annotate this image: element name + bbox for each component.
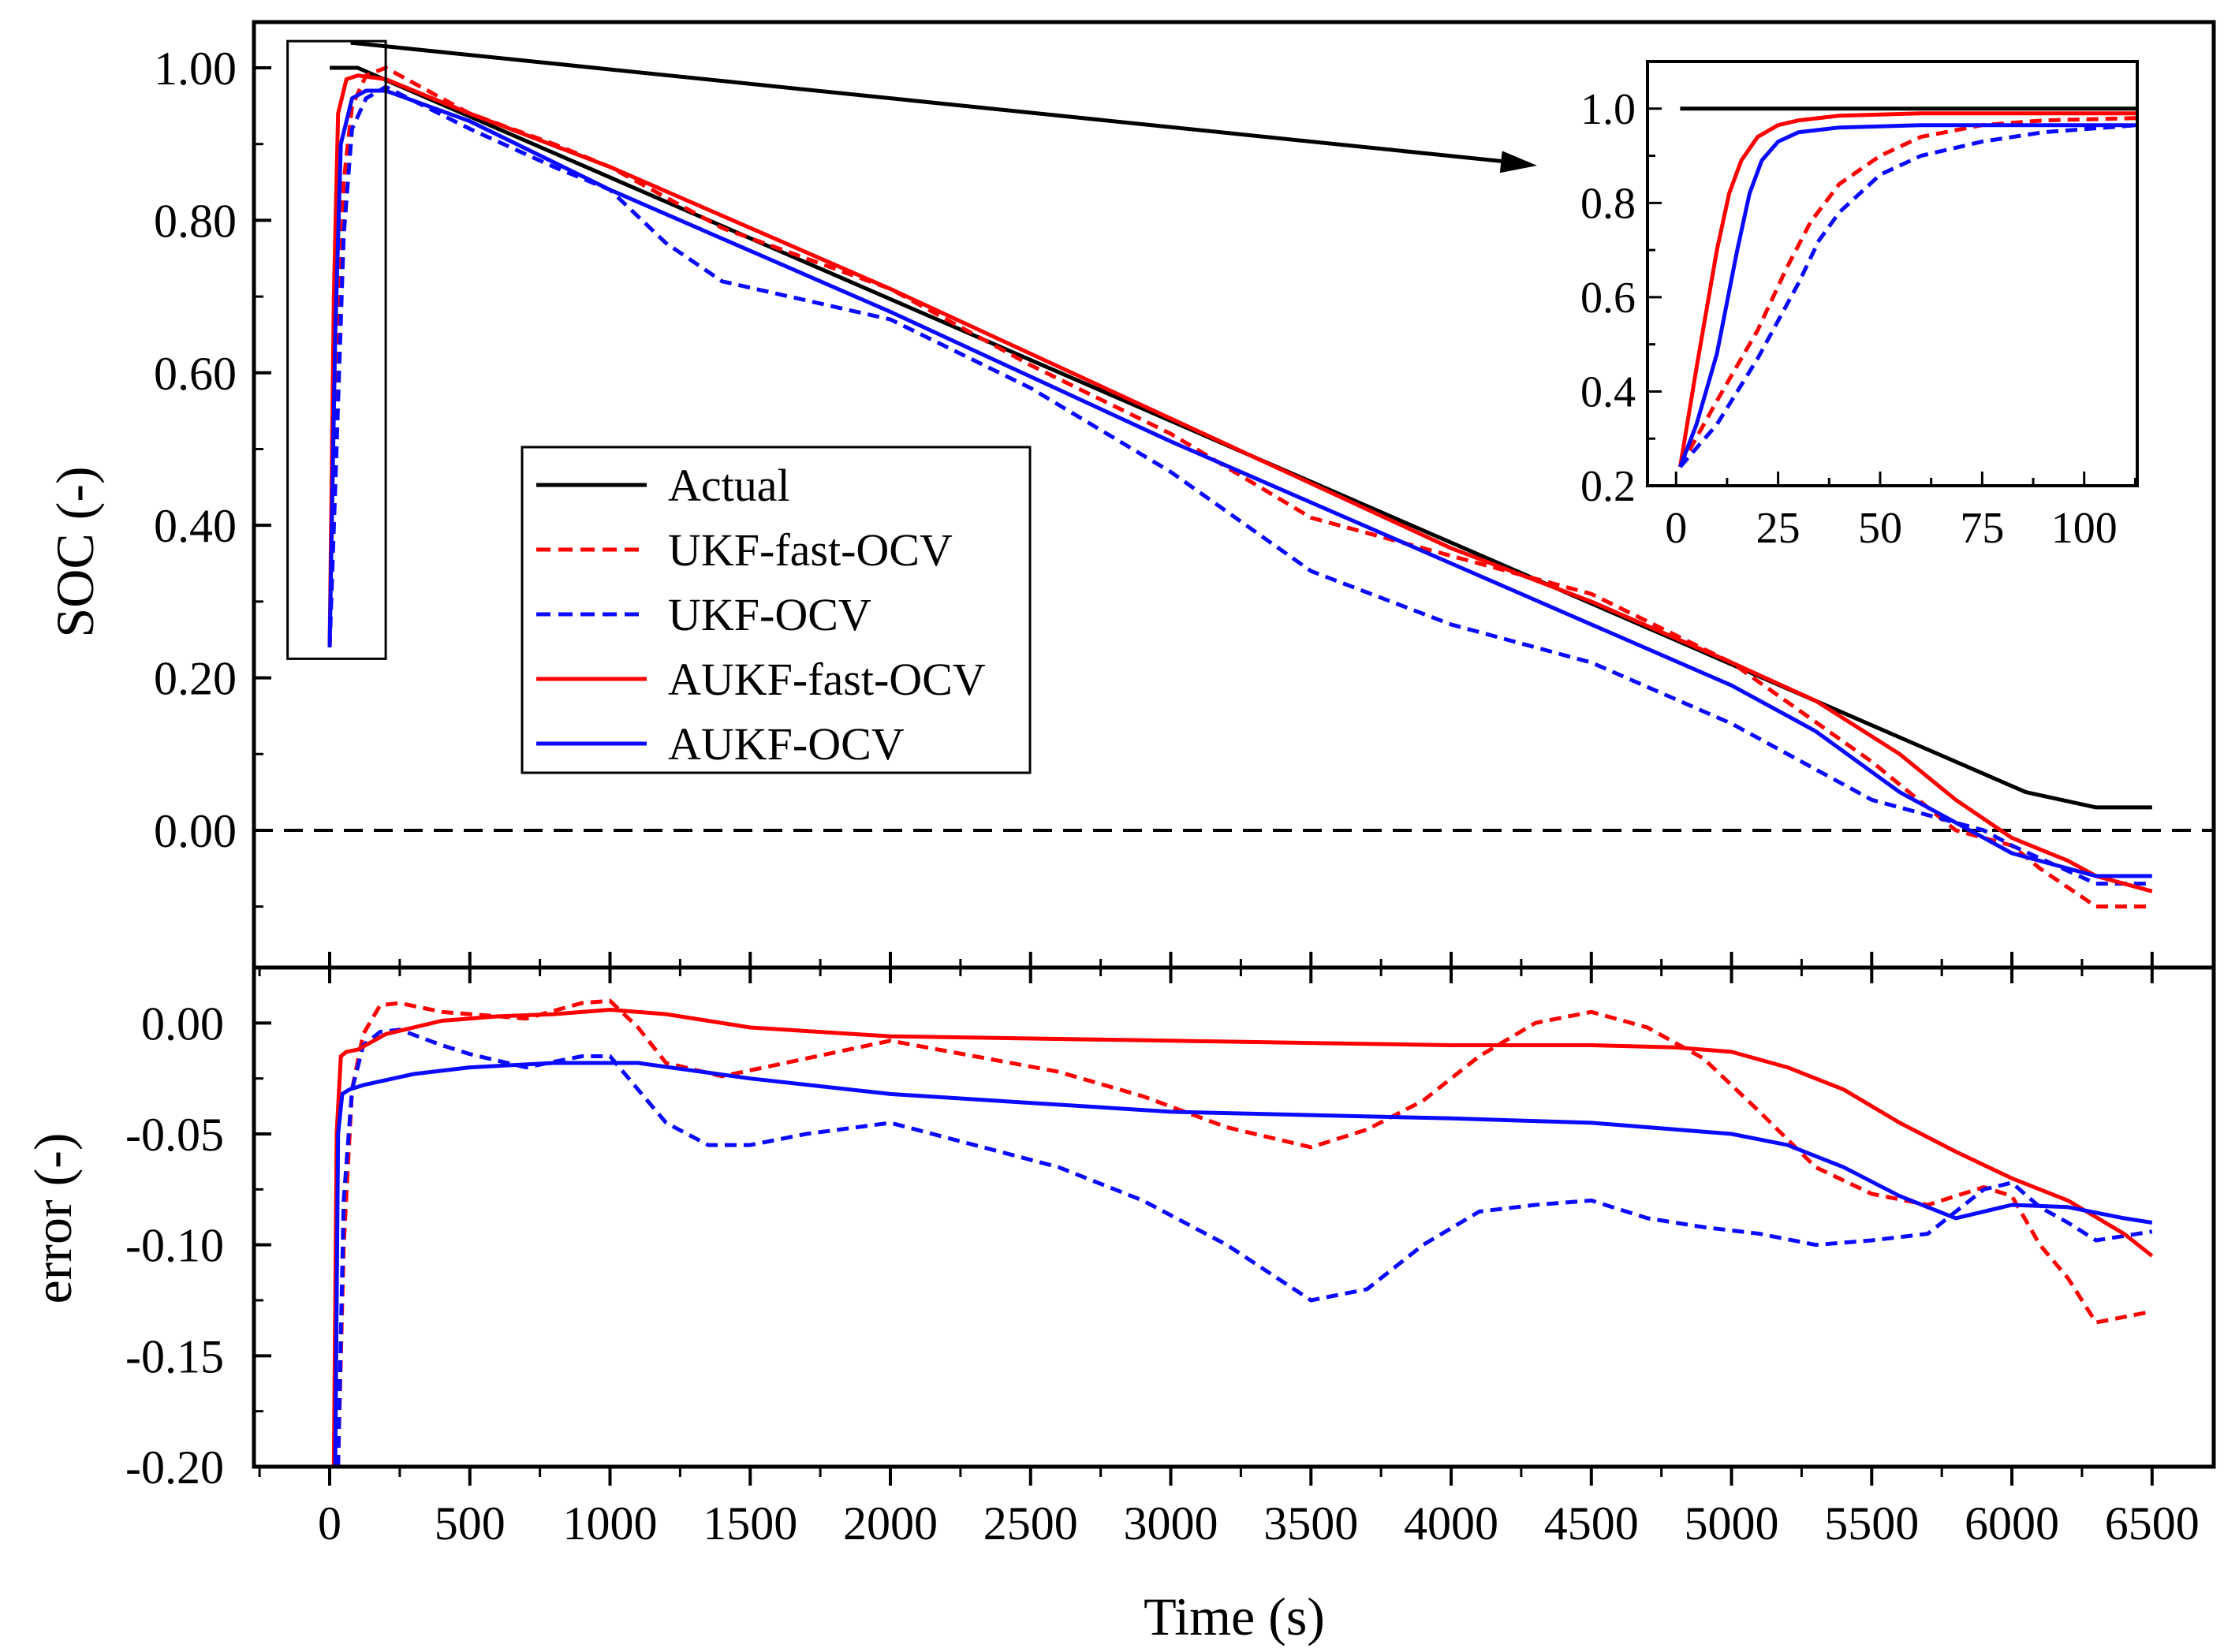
zoom-arrow-line — [350, 40, 1530, 166]
legend: Actual UKF-fast-OCV UKF-OCV AUKF-fast-OCV AU… — [521, 446, 1032, 774]
inset-x-tick-label: 100 — [2051, 504, 2118, 553]
x-tick-label: 1500 — [703, 1497, 797, 1549]
zoom-arrow-head — [1499, 151, 1537, 173]
error-y-ticks: 0.00 -0.05 -0.10 -0.15 -0.20 — [125, 998, 271, 1494]
x-tick-label: 6500 — [2105, 1497, 2200, 1549]
inset-frame — [1646, 60, 2139, 487]
soc-y-tick-label: 0.80 — [154, 195, 237, 247]
inset-line-aukf-ocv — [1678, 123, 2137, 468]
legend-box — [521, 446, 1032, 774]
error-y-tick-label: -0.20 — [125, 1441, 224, 1494]
error-line-aukf-ocv — [333, 1061, 2153, 1467]
soc-y-ticks: 0.00 0.20 0.40 0.60 0.80 1.00 — [154, 43, 271, 908]
inset-y-tick-label: 0.8 — [1580, 179, 1636, 228]
soc-line-aukf-fast-ocv — [327, 73, 2153, 893]
error-panel: 0.00 -0.05 -0.10 -0.15 -0.20 0 500 1000 1500 200… — [23, 965, 2216, 1646]
inset-line-aukf-fast-ocv — [1677, 111, 2137, 468]
error-y-axis-title: error (-) — [23, 1132, 83, 1303]
x-tick-label: 4500 — [1544, 1497, 1639, 1549]
inset-y-tick-label: 0.6 — [1580, 274, 1636, 323]
inset-x-tick-label: 75 — [1960, 504, 2004, 553]
x-tick-label: 5000 — [1685, 1497, 1779, 1549]
inset-y-tick-label: 0.4 — [1580, 367, 1636, 416]
error-y-tick-label: -0.05 — [125, 1109, 224, 1161]
inset-y-tick-label: 0.2 — [1580, 462, 1636, 511]
error-y-tick-label: -0.15 — [125, 1330, 224, 1382]
soc-y-tick-label: 0.40 — [154, 500, 237, 552]
legend-label-aukf-fast-ocv: AUKF-fast-OCV — [668, 654, 986, 705]
zoom-indicator — [286, 39, 1537, 660]
inset-x-tick-label: 25 — [1756, 504, 1800, 553]
x-tick-label: 2000 — [843, 1497, 938, 1549]
soc-line-aukf-ocv — [327, 88, 2152, 878]
soc-line-ukf-ocv — [327, 84, 2152, 886]
soc-y-axis-title: SOC (-) — [45, 466, 105, 637]
x-tick-label: 4000 — [1404, 1497, 1498, 1549]
inset-series-group — [1677, 106, 2137, 468]
error-line-ukf-fast-ocv — [336, 998, 2153, 1467]
soc-panel: 0.000.200.400.600.801.00 SOC (-) ActualU… — [45, 20, 2216, 970]
soc-y-tick-label: 1.00 — [154, 43, 237, 95]
soc-series-group — [254, 65, 2214, 909]
error-plot-frame — [252, 965, 2216, 1469]
soc-x-ticks — [327, 952, 2154, 968]
error-x-ticks: 0 500 1000 1500 2000 2500 3000 3500 4000 4500 5000… — [258, 968, 2200, 1549]
inset-chart: 0.2 0.4 0.6 0.8 1.0 0 25 50 75 100 — [1580, 60, 2139, 553]
error-series-group — [331, 998, 2154, 1467]
x-tick-label: 6000 — [1965, 1497, 2059, 1549]
soc-y-tick-label: 0.60 — [154, 348, 237, 400]
soc-line-ukf-fast-ocv — [327, 65, 2152, 909]
legend-label-actual: Actual — [668, 460, 790, 511]
inset-x-tick-label: 0 — [1665, 504, 1687, 553]
error-y-tick-label: -0.10 — [125, 1220, 224, 1272]
soc-y-tick-label: 0.00 — [154, 805, 237, 857]
soc-y-tick-label: 0.20 — [154, 653, 237, 705]
error-y-tick-label: 0.00 — [141, 998, 224, 1050]
x-axis-title: Time (s) — [1144, 1587, 1325, 1646]
x-tick-label: 2500 — [983, 1497, 1078, 1549]
zoom-box — [286, 39, 387, 660]
inset-y-ticks: 0.2 0.4 0.6 0.8 1.0 — [1580, 85, 1662, 511]
soc-line-actual — [330, 65, 2152, 810]
x-tick-label: 3000 — [1124, 1497, 1218, 1549]
x-tick-label: 5500 — [1824, 1497, 1919, 1549]
legend-label-ukf-ocv: UKF-OCV — [668, 589, 871, 640]
legend-label-ukf-fast-ocv: UKF-fast-OCV — [668, 524, 953, 576]
inset-x-tick-label: 50 — [1858, 504, 1902, 553]
x-tick-label: 0 — [318, 1497, 341, 1549]
inset-y-tick-label: 1.0 — [1580, 85, 1636, 134]
x-tick-label: 1000 — [562, 1497, 657, 1549]
x-tick-label: 500 — [435, 1497, 506, 1549]
x-tick-label: 3500 — [1263, 1497, 1358, 1549]
error-line-ukf-ocv — [336, 1027, 2153, 1467]
error-line-aukf-fast-ocv — [331, 1008, 2154, 1467]
legend-label-aukf-ocv: AUKF-OCV — [668, 718, 905, 770]
